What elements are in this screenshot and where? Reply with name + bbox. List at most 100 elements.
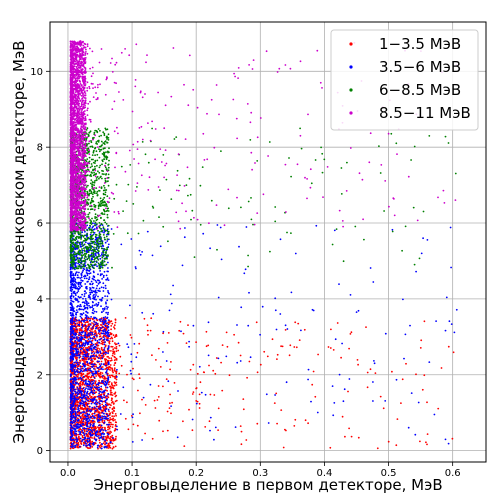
- data-point: [113, 381, 116, 383]
- data-point: [92, 370, 94, 373]
- data-point: [90, 370, 93, 373]
- data-point: [91, 412, 94, 415]
- data-point: [135, 267, 137, 270]
- data-point: [91, 145, 93, 148]
- data-point: [98, 408, 101, 411]
- data-point: [108, 410, 110, 413]
- data-point: [81, 293, 83, 296]
- data-point: [107, 261, 109, 264]
- data-point: [101, 163, 103, 166]
- data-point: [111, 434, 114, 437]
- data-point: [71, 378, 74, 380]
- data-point: [114, 391, 117, 394]
- data-point: [149, 383, 152, 386]
- data-point: [94, 129, 97, 132]
- data-point: [71, 331, 73, 334]
- data-point: [114, 421, 117, 424]
- data-point: [259, 333, 261, 336]
- data-point: [74, 294, 77, 296]
- data-point: [101, 375, 104, 377]
- data-point: [166, 429, 169, 432]
- data-point: [183, 236, 186, 239]
- data-point: [285, 381, 288, 384]
- data-point: [83, 345, 86, 347]
- data-point: [168, 309, 171, 312]
- data-point: [72, 279, 75, 281]
- scatter-points: [69, 40, 458, 450]
- data-point: [404, 225, 407, 228]
- data-point: [73, 320, 76, 323]
- data-point: [101, 201, 104, 204]
- data-point: [94, 333, 96, 335]
- data-point: [70, 292, 73, 295]
- data-point: [89, 416, 92, 419]
- data-point: [373, 360, 375, 362]
- data-point: [320, 146, 322, 149]
- data-point: [107, 350, 110, 353]
- data-point: [69, 359, 72, 362]
- data-point: [69, 349, 72, 351]
- data-point: [220, 150, 222, 153]
- data-point: [102, 431, 104, 434]
- data-point: [96, 401, 99, 404]
- data-point: [102, 363, 105, 365]
- data-point: [84, 241, 87, 244]
- data-point: [69, 289, 72, 292]
- data-point: [86, 229, 89, 232]
- data-point: [100, 140, 103, 143]
- data-point: [147, 161, 150, 164]
- data-point: [95, 432, 97, 435]
- data-point: [107, 270, 109, 273]
- data-point: [107, 359, 110, 362]
- data-point: [80, 373, 83, 375]
- data-point: [404, 333, 407, 336]
- data-point: [94, 257, 97, 260]
- data-point: [94, 339, 97, 342]
- data-point: [75, 309, 78, 311]
- data-point: [103, 196, 106, 199]
- data-point: [159, 189, 161, 192]
- data-point: [79, 351, 82, 354]
- data-point: [239, 425, 242, 427]
- data-point: [130, 372, 133, 375]
- data-point: [70, 426, 73, 429]
- data-point: [215, 357, 218, 359]
- data-point: [94, 289, 97, 292]
- data-point: [156, 399, 159, 401]
- data-point: [104, 287, 107, 290]
- data-point: [450, 323, 453, 325]
- data-point: [188, 408, 190, 411]
- data-point: [297, 322, 300, 325]
- data-point: [96, 430, 99, 433]
- data-point: [102, 170, 104, 173]
- data-point: [167, 380, 170, 383]
- data-point: [107, 335, 110, 338]
- data-point: [198, 365, 201, 368]
- data-point: [91, 332, 93, 334]
- data-point: [396, 418, 399, 420]
- data-point: [323, 158, 326, 161]
- data-point: [104, 399, 107, 402]
- data-point: [419, 440, 421, 443]
- data-point: [97, 283, 100, 285]
- data-point: [105, 320, 107, 322]
- data-point: [93, 246, 95, 249]
- data-point: [86, 281, 89, 283]
- data-point: [349, 294, 352, 296]
- data-point: [354, 225, 357, 228]
- data-point: [99, 406, 102, 408]
- data-point: [80, 317, 83, 319]
- data-point: [107, 321, 110, 324]
- data-point: [98, 338, 101, 341]
- data-point: [83, 391, 86, 394]
- data-point: [83, 436, 86, 439]
- data-point: [69, 311, 72, 314]
- data-point: [78, 331, 81, 334]
- data-point: [115, 384, 118, 386]
- data-point: [89, 317, 92, 320]
- data-point: [102, 255, 104, 257]
- data-point: [74, 339, 77, 342]
- data-point: [178, 329, 181, 332]
- data-point: [366, 386, 369, 389]
- data-point: [214, 426, 217, 429]
